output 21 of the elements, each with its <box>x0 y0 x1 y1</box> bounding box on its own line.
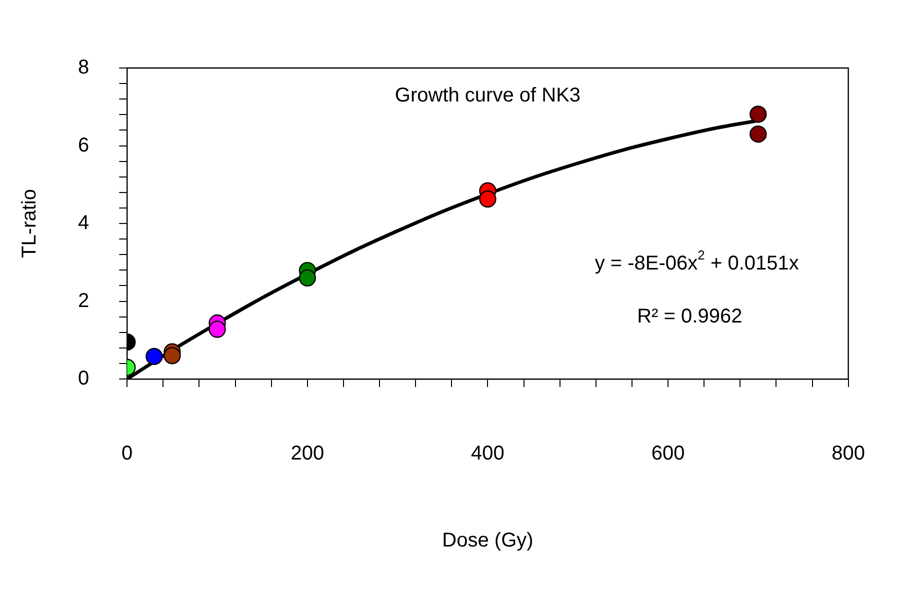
y-tick-label: 2 <box>78 290 90 312</box>
y-tick-label: 6 <box>78 134 90 156</box>
y-tick-label: 8 <box>78 56 90 79</box>
y-tick-label: 4 <box>78 212 90 234</box>
point <box>750 125 767 143</box>
point <box>208 320 226 338</box>
point <box>750 106 767 123</box>
x-tick-label: 600 <box>651 442 685 465</box>
annotation: R² = 0.9962 <box>637 305 742 328</box>
x-tick-label: 200 <box>290 442 324 465</box>
point <box>479 190 496 208</box>
y-axis-title: TL-ratio <box>18 189 41 258</box>
point <box>146 348 163 366</box>
x-tick-label: 400 <box>471 442 504 465</box>
x-tick-label: 800 <box>832 442 866 465</box>
x-tick-label: 0 <box>122 442 133 465</box>
point <box>164 347 181 364</box>
x-axis-title: Dose (Gy) <box>442 530 534 552</box>
point <box>298 269 316 287</box>
text: Growth curve of NK3 <box>394 84 581 107</box>
y-tick-label: 0 <box>78 368 90 390</box>
